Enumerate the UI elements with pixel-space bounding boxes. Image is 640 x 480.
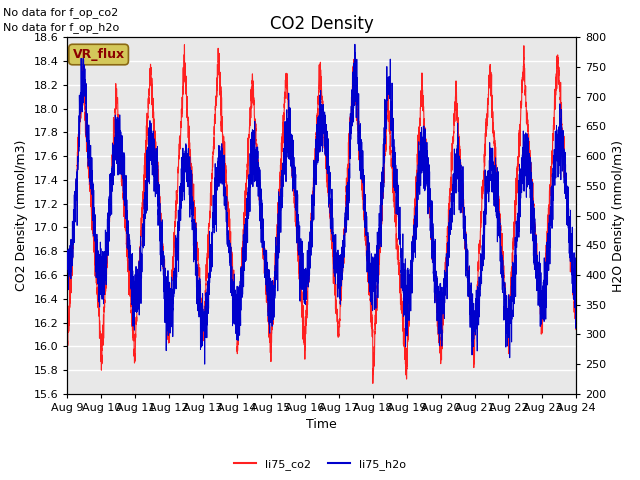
Text: No data for f_op_h2o: No data for f_op_h2o xyxy=(3,22,120,33)
Text: No data for f_op_co2: No data for f_op_co2 xyxy=(3,7,118,18)
Legend: li75_co2, li75_h2o: li75_co2, li75_h2o xyxy=(230,455,410,474)
Title: CO2 Density: CO2 Density xyxy=(270,15,374,33)
Y-axis label: H2O Density (mmol/m3): H2O Density (mmol/m3) xyxy=(612,140,625,291)
Y-axis label: CO2 Density (mmol/m3): CO2 Density (mmol/m3) xyxy=(15,140,28,291)
Text: VR_flux: VR_flux xyxy=(72,48,125,61)
X-axis label: Time: Time xyxy=(307,419,337,432)
